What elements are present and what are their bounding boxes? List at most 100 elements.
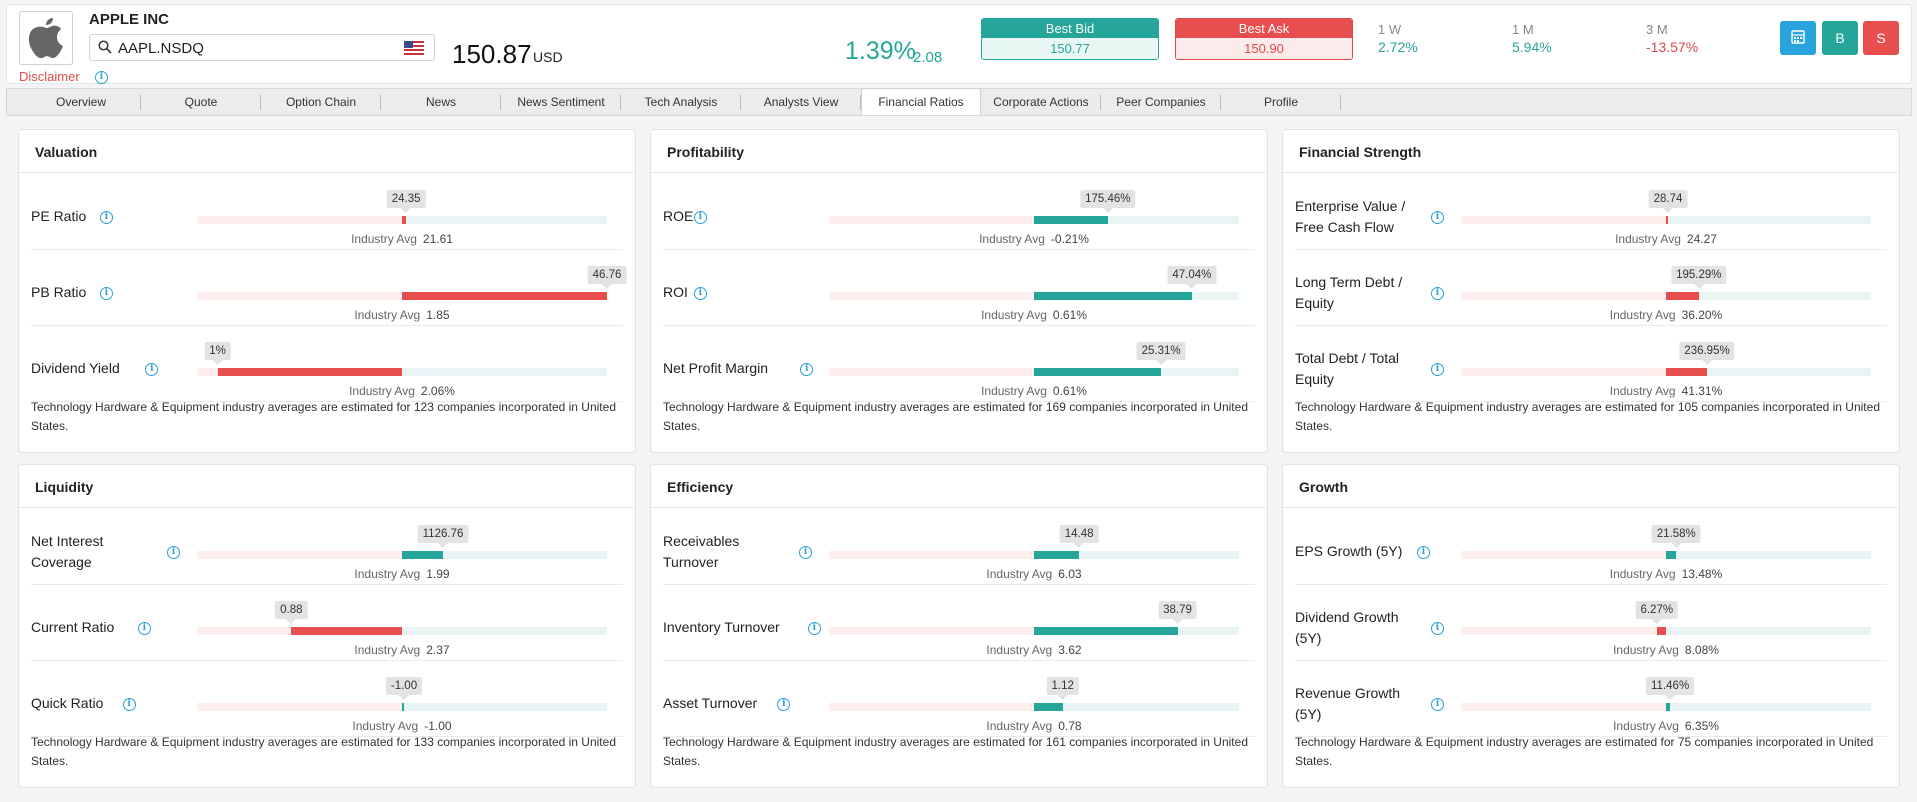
- ratio-label: Total Debt / Total Equity: [1295, 348, 1399, 390]
- industry-average: Industry Avg 6.03: [986, 567, 1081, 581]
- row-divider: [31, 660, 623, 661]
- tab-divider: [1220, 95, 1221, 110]
- industry-note: Technology Hardware & Equipment industry…: [663, 735, 1248, 768]
- track-negative-half: [829, 216, 1034, 224]
- info-icon[interactable]: i: [1431, 698, 1444, 711]
- calculator-button[interactable]: [1780, 21, 1816, 55]
- tab-divider: [860, 95, 861, 110]
- tab-divider: [740, 95, 741, 110]
- symbol-search-input[interactable]: AAPL.NSDQ: [89, 34, 435, 61]
- buy-button[interactable]: B: [1822, 21, 1858, 55]
- row-divider: [663, 584, 1255, 585]
- track-negative-half: [1461, 627, 1666, 635]
- track-negative-half: [829, 551, 1034, 559]
- info-icon[interactable]: i: [693, 211, 707, 224]
- industry-avg-label: Industry Avg: [354, 308, 421, 322]
- ratio-label: PB Ratio: [31, 282, 86, 303]
- tab-label: Peer Companies: [1116, 95, 1206, 109]
- tab-news-sentiment[interactable]: News Sentiment: [501, 89, 621, 115]
- industry-avg-value: -0.21%: [1050, 232, 1089, 246]
- industry-avg-label: Industry Avg: [354, 567, 421, 581]
- industry-note: Technology Hardware & Equipment industry…: [1295, 735, 1874, 768]
- row-divider: [31, 249, 623, 250]
- ratio-bar-track: [1461, 216, 1871, 224]
- ratio-label: Inventory Turnover: [663, 617, 780, 638]
- tab-tech-analysis[interactable]: Tech Analysis: [621, 89, 741, 115]
- stock-header: APPLE INC AAPL.NSDQ Disclaimer i 150.87 …: [6, 4, 1912, 84]
- track-positive-half: [402, 368, 607, 376]
- info-icon[interactable]: i: [693, 287, 707, 300]
- info-icon[interactable]: i: [1417, 546, 1430, 559]
- info-icon[interactable]: i: [807, 622, 821, 635]
- ratio-value-tag: 28.74: [1648, 190, 1688, 213]
- info-icon[interactable]: i: [1431, 211, 1444, 224]
- tab-financial-ratios[interactable]: Financial Ratios: [861, 88, 981, 115]
- ratio-card-financial-strength: Financial Strength Enterprise Value / Free…: [1282, 129, 1900, 453]
- track-positive-half: [1666, 627, 1871, 635]
- industry-avg-value: 1.99: [426, 567, 450, 581]
- info-icon[interactable]: i: [145, 363, 159, 376]
- ratio-bar-track: [1461, 551, 1871, 559]
- ratio-card-valuation: Valuation PE Ratio i 24.35 Industry Avg 21.61…: [18, 129, 636, 453]
- tab-divider: [1100, 95, 1101, 110]
- tab-analysts-view[interactable]: Analysts View: [741, 89, 861, 115]
- ratio-bar-track: [197, 292, 607, 300]
- industry-avg-label: Industry Avg: [1613, 719, 1679, 733]
- info-icon[interactable]: i: [95, 71, 108, 84]
- info-icon[interactable]: i: [137, 622, 151, 635]
- calculator-icon: [1791, 29, 1805, 47]
- ratio-label-line: ROI: [663, 284, 688, 300]
- track-positive-half: [402, 216, 607, 224]
- info-icon[interactable]: i: [1431, 622, 1444, 635]
- info-icon[interactable]: i: [800, 363, 814, 376]
- industry-average: Industry Avg 2.06%: [349, 384, 455, 398]
- ratio-label: Enterprise Value / Free Cash Flow: [1295, 196, 1405, 238]
- info-icon[interactable]: i: [799, 546, 812, 559]
- ratio-bar-track: [829, 216, 1239, 224]
- tab-news[interactable]: News: [381, 89, 501, 115]
- row-divider: [663, 660, 1255, 661]
- tab-profile[interactable]: Profile: [1221, 89, 1341, 115]
- info-icon[interactable]: i: [99, 287, 113, 300]
- sell-button[interactable]: S: [1863, 21, 1899, 55]
- industry-note: Technology Hardware & Equipment industry…: [31, 400, 616, 433]
- tab-option-chain[interactable]: Option Chain: [261, 89, 381, 115]
- ratio-label-line: Inventory Turnover: [663, 619, 780, 635]
- tab-quote[interactable]: Quote: [141, 89, 261, 115]
- track-positive-half: [402, 627, 607, 635]
- tab-peer-companies[interactable]: Peer Companies: [1101, 89, 1221, 115]
- industry-average: Industry Avg 2.37: [354, 643, 449, 657]
- info-icon[interactable]: i: [777, 698, 791, 711]
- ratio-value-tag: 21.58%: [1651, 525, 1701, 548]
- track-positive-half: [1034, 703, 1239, 711]
- ratio-label-line: Net Profit Margin: [663, 360, 769, 376]
- ratio-value-tag: 14.48: [1059, 525, 1099, 548]
- change-absolute: 2.08: [913, 49, 943, 66]
- tab-bar: Overview Quote Option Chain News News Sentim…: [6, 88, 1912, 116]
- info-icon[interactable]: i: [167, 546, 180, 559]
- row-divider: [1295, 401, 1887, 402]
- info-icon[interactable]: i: [99, 211, 113, 224]
- industry-avg-label: Industry Avg: [1609, 308, 1676, 322]
- ratio-label-line: Equity: [1295, 371, 1334, 387]
- ratio-bar-fill: [402, 292, 607, 300]
- ratio-label: Quick Ratio: [31, 693, 103, 714]
- ratio-value-tag: 47.04%: [1167, 266, 1217, 289]
- info-icon[interactable]: i: [122, 698, 136, 711]
- tab-overview[interactable]: Overview: [21, 89, 141, 115]
- ratio-value-tag: -1.00: [385, 677, 423, 700]
- row-divider: [31, 325, 623, 326]
- info-icon[interactable]: i: [1431, 363, 1444, 376]
- ratio-bar-fill: [402, 703, 404, 711]
- divider: [651, 172, 1267, 173]
- disclaimer-link[interactable]: Disclaimer: [19, 69, 80, 84]
- industry-avg-value: 2.06%: [420, 384, 455, 398]
- industry-avg-value: 0.61%: [1052, 384, 1087, 398]
- ratio-value-tag: 46.76: [587, 266, 627, 289]
- ratio-bar-track: [197, 368, 607, 376]
- info-icon[interactable]: i: [1431, 287, 1444, 300]
- tab-corporate-actions[interactable]: Corporate Actions: [981, 89, 1101, 115]
- ratio-label: Net Profit Margin: [663, 358, 768, 379]
- performance-period: 1 W: [1378, 22, 1402, 37]
- industry-avg-label: Industry Avg: [1609, 384, 1676, 398]
